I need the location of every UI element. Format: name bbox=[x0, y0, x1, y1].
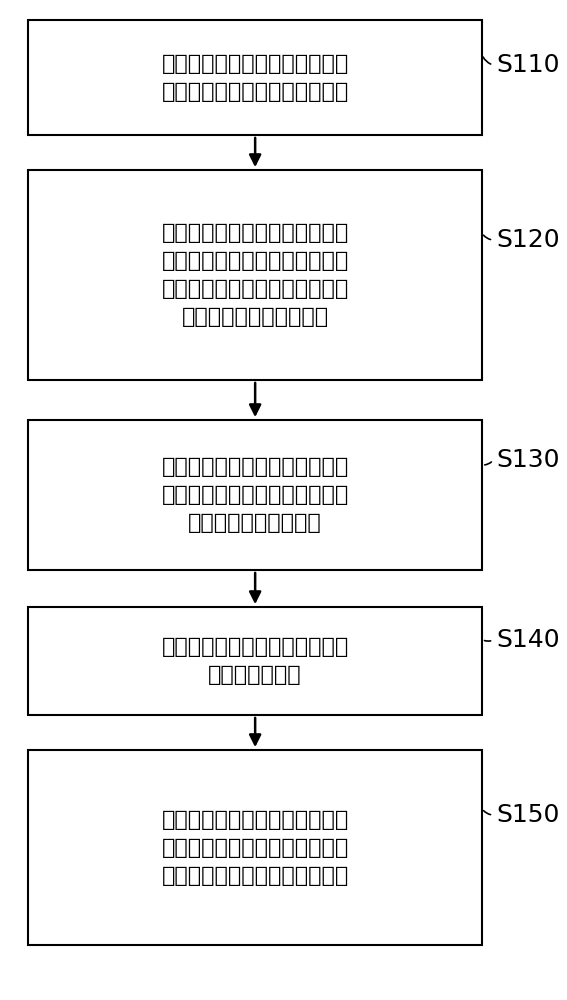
Text: S110: S110 bbox=[496, 53, 560, 77]
Text: S130: S130 bbox=[496, 448, 560, 472]
Bar bbox=[28, 750, 482, 945]
Text: S120: S120 bbox=[496, 228, 560, 252]
Text: 响应用户的模块选择指令，模块
包括鞋带孔模块和袜子部位模块
组，模块选择指令用于选择鞋带
孔模块和袜子部位模块组: 响应用户的模块选择指令，模块 包括鞋带孔模块和袜子部位模块 组，模块选择指令用于… bbox=[162, 223, 349, 327]
Text: S150: S150 bbox=[496, 803, 560, 827]
Text: 获取目标产品图样，目标产品的
图样包括花样、图案和形状数据: 获取目标产品图样，目标产品的 图样包括花样、图案和形状数据 bbox=[162, 53, 349, 102]
Text: 存储袜机编织的动作组合、选针
排列和参数数据: 存储袜机编织的动作组合、选针 排列和参数数据 bbox=[162, 637, 349, 685]
Text: S140: S140 bbox=[496, 628, 560, 652]
Bar bbox=[28, 170, 482, 380]
Bar bbox=[28, 20, 482, 135]
Bar bbox=[28, 420, 482, 570]
Text: 将目标产品的花样、图案和形状
数据转换为袜机编织的动作组合
、选针排列和参数数据: 将目标产品的花样、图案和形状 数据转换为袜机编织的动作组合 、选针排列和参数数据 bbox=[162, 457, 349, 533]
Text: 依据袜机编织的动作组合、选针
排列和参数数据编译目标产品的
图样，形成目标产品的花型文件: 依据袜机编织的动作组合、选针 排列和参数数据编译目标产品的 图样，形成目标产品的… bbox=[162, 810, 349, 886]
Bar bbox=[28, 607, 482, 715]
